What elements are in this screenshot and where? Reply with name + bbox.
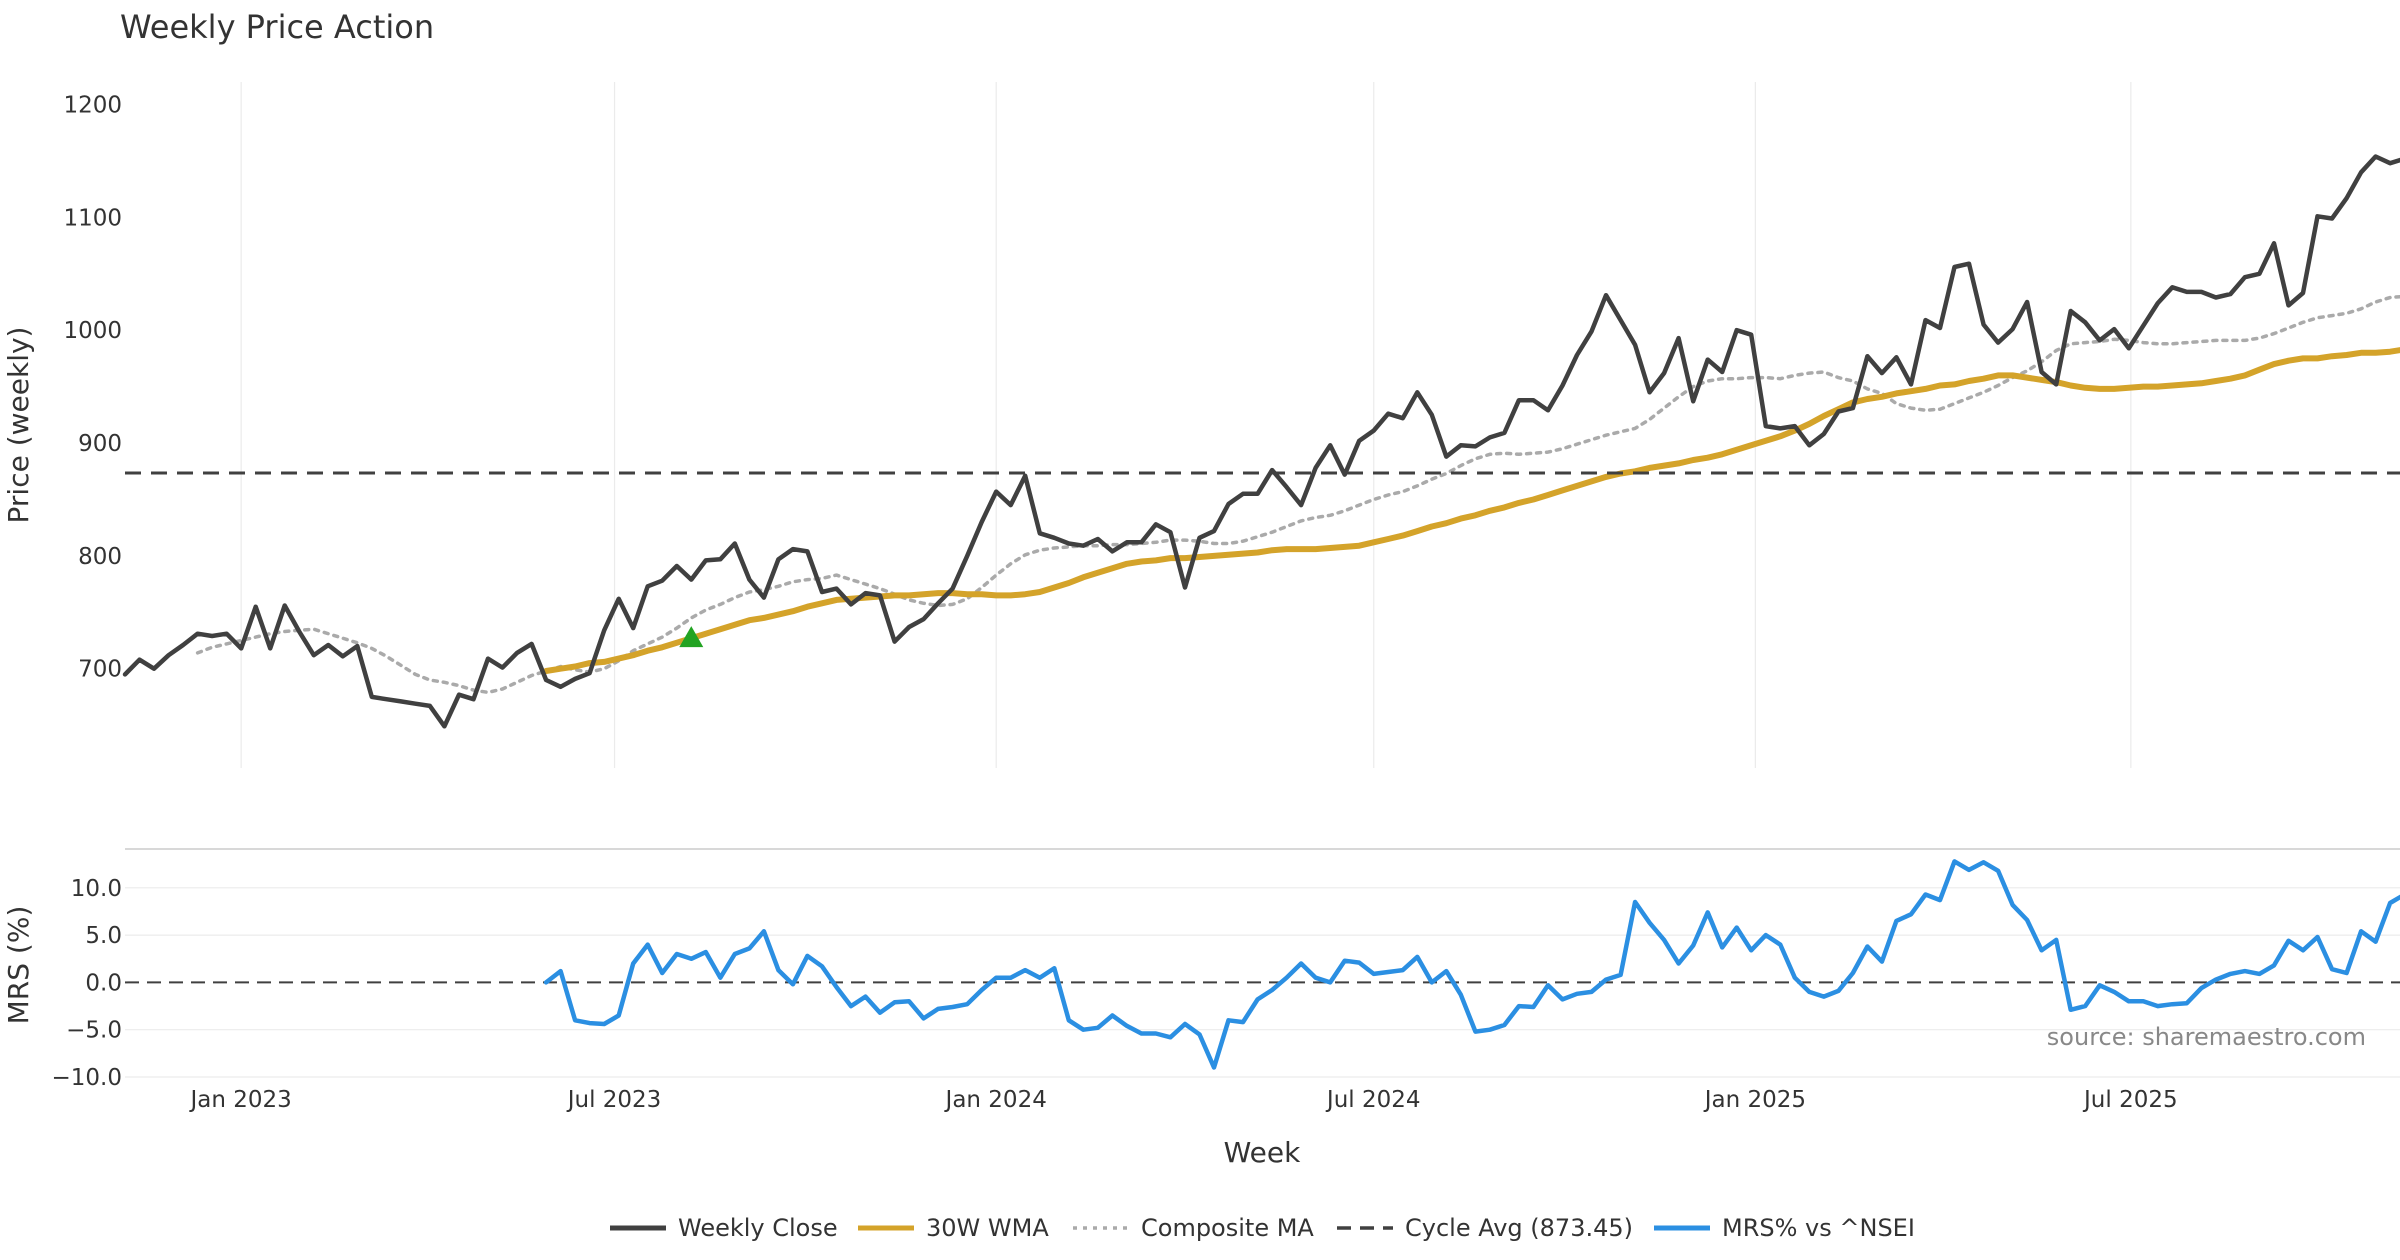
price-y-tick-label: 700 (78, 657, 122, 683)
legend-item-composite-ma: Composite MA (1073, 1214, 1314, 1242)
mrs-y-tick-label: 0.0 (85, 970, 122, 996)
legend-label: Composite MA (1141, 1214, 1314, 1242)
legend-item-cycle-avg-873-45: Cycle Avg (873.45) (1337, 1214, 1633, 1242)
buy-signal-marker (679, 626, 704, 648)
x-tick-label: Jan 2023 (189, 1087, 292, 1113)
legend-item-mrs-vs-nsei: MRS% vs ^NSEI (1654, 1214, 1915, 1242)
line-layer (122, 154, 2400, 1070)
series-composite-ma (195, 294, 2400, 695)
series-weekly-close (122, 154, 2400, 729)
mrs-y-tick-label: −5.0 (66, 1018, 122, 1044)
legend-label: 30W WMA (926, 1214, 1049, 1242)
label-layer: Weekly Price Action Price (weekly) MRS (… (2, 8, 2366, 1169)
legend-label: MRS% vs ^NSEI (1722, 1214, 1915, 1242)
legend-item-weekly-close: Weekly Close (610, 1214, 838, 1242)
source-label: source: sharemaestro.com (2047, 1023, 2366, 1051)
price-y-axis-label: Price (weekly) (2, 327, 35, 524)
legend-label: Weekly Close (678, 1214, 838, 1242)
legend-item-30w-wma: 30W WMA (858, 1214, 1049, 1242)
x-tick-label: Jan 2024 (944, 1087, 1047, 1113)
x-tick-label: Jul 2024 (1325, 1087, 1421, 1113)
mrs-y-tick-label: −10.0 (52, 1065, 122, 1091)
price-y-tick-label: 800 (78, 544, 122, 570)
price-y-tick-label: 1200 (63, 93, 122, 119)
price-y-tick-label: 1000 (63, 318, 122, 344)
mrs-y-tick-label: 10.0 (71, 876, 122, 902)
x-tick-label: Jul 2025 (2082, 1087, 2178, 1113)
legend-label: Cycle Avg (873.45) (1405, 1214, 1633, 1242)
mrs-y-axis-label: MRS (%) (2, 906, 35, 1025)
price-y-tick-label: 1100 (63, 205, 122, 231)
chart-title: Weekly Price Action (120, 8, 434, 46)
x-axis-label: Week (1224, 1136, 1301, 1169)
mrs-y-tick-label: 5.0 (85, 923, 122, 949)
x-tick-label: Jul 2023 (566, 1087, 662, 1113)
grid-layer (125, 82, 2400, 1078)
x-tick-label: Jan 2025 (1703, 1087, 1806, 1113)
series-mrs-vs-nsei (543, 859, 2400, 1070)
legend: Weekly Close 30W WMA Composite MA Cycle Avg… (610, 1214, 1915, 1242)
series-30w-wma (543, 347, 2400, 674)
price-y-tick-label: 900 (78, 431, 122, 457)
